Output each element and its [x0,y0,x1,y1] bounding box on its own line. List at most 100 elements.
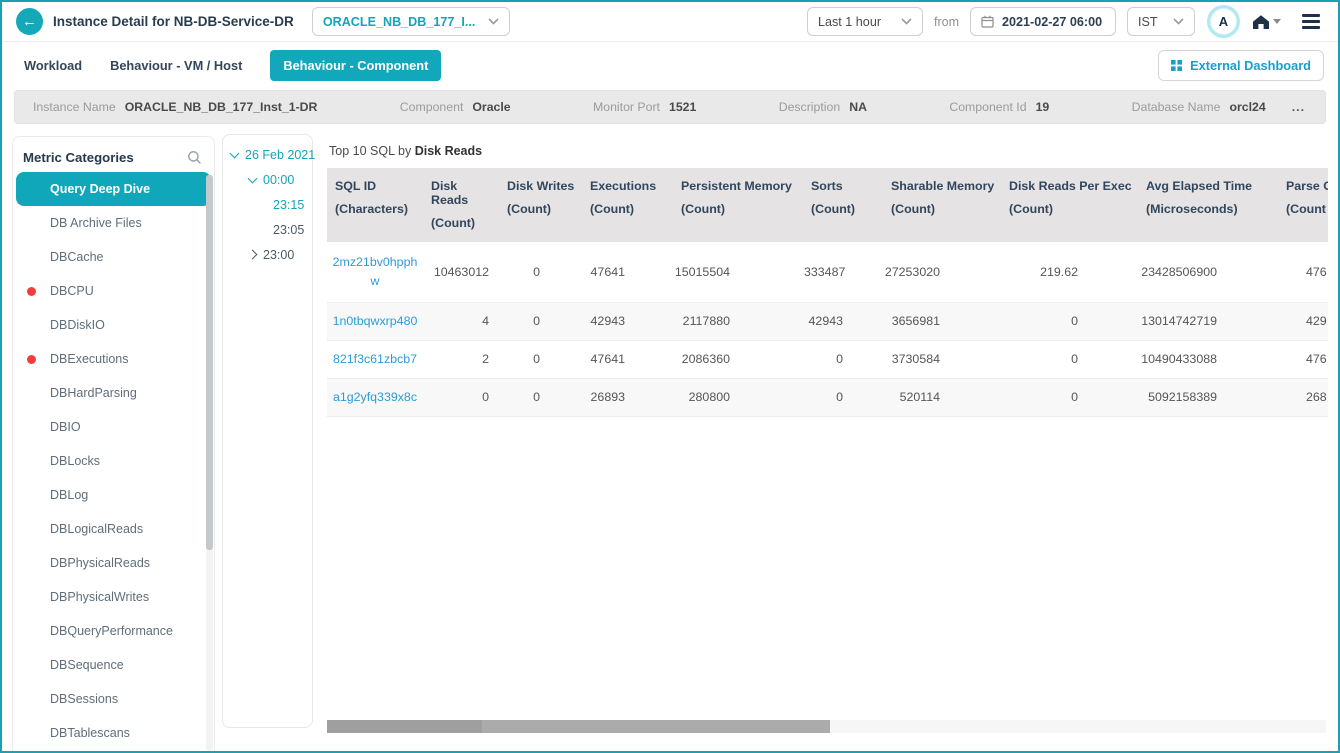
home-menu[interactable] [1252,14,1281,30]
column-unit: (Count) [891,202,936,216]
chevron-down-icon [1173,18,1184,25]
sidebar-item-dbcache[interactable]: DBCache [16,240,211,274]
info-more-button[interactable]: ... [1291,100,1305,114]
sidebar-item-label: DBPhysicalReads [50,556,151,570]
column-name: Sorts [811,179,843,193]
sql-id-link[interactable]: 2mz21bv0hpph [332,254,418,269]
table-cell: 0 [836,352,843,366]
external-dashboard-label: External Dashboard [1190,57,1311,73]
table-cell: 10463012 [433,264,489,279]
column-name: Disk Writes [507,179,575,193]
sql-id-link[interactable]: a1g2yfq339x8c [332,389,418,404]
info-field-label: Component [399,100,464,114]
sidebar-item-db-archive-files[interactable]: DB Archive Files [16,206,211,240]
metric-categories-title: Metric Categories [23,150,134,165]
column-header-disk-writes: Disk Writes (Count) [499,168,582,242]
chevron-down-icon [488,18,499,25]
sidebar-item-dbhardparsing[interactable]: DBHardParsing [16,376,211,410]
sidebar-item-label: DBLogicalReads [50,522,144,536]
table-cell: 23428506900 [1141,264,1217,279]
table-cell: 42943 [590,314,625,328]
sidebar-item-label: DBLog [50,488,89,502]
table-cell: 10490433088 [1141,352,1217,366]
metric-categories-panel: Metric Categories Query Deep Dive DB Arch… [12,136,215,751]
search-icon[interactable] [187,150,202,165]
sidebar-item-dblocks[interactable]: DBLocks [16,444,211,478]
column-name: Persistent Memory [681,179,792,193]
sidebar-item-label: DBPhysicalWrites [50,590,150,604]
time-node-23-15[interactable]: 23:15 [223,192,312,217]
back-button[interactable]: ← [16,8,43,35]
sql-id-link[interactable]: 821f3c61zbcb7 [332,351,418,366]
table-cell: 47641 [590,264,625,279]
info-field-value: 1521 [668,100,697,114]
info-field-component: Component Oracle [400,100,511,114]
hamburger-menu-icon[interactable] [1302,14,1320,29]
alert-dot-placeholder [27,219,36,228]
table-title: Top 10 SQL by Disk Reads [329,144,1328,158]
tab-workload[interactable]: Workload [24,57,83,73]
sidebar-item-dbdiskio[interactable]: DBDiskIO [16,308,211,342]
tab-behaviour-vm-host[interactable]: Behaviour - VM / Host [110,57,243,73]
instance-selector-dropdown[interactable]: ORACLE_NB_DB_177_I... [311,7,510,36]
sidebar-item-dbsequence[interactable]: DBSequence [16,648,211,682]
external-dashboard-button[interactable]: External Dashboard [1158,49,1324,81]
alert-dot-placeholder [27,525,36,534]
timezone-dropdown[interactable]: IST [1127,7,1195,36]
instance-info-bar: Instance Name ORACLE_NB_DB_177_Inst_1-DR C… [14,90,1326,124]
timezone-value: IST [1138,14,1158,29]
table-cell: 520114 [899,390,940,404]
datetime-picker[interactable]: 2021-02-27 06:00 [970,7,1116,36]
avatar[interactable]: A [1210,8,1237,35]
column-name: Parse C [1286,179,1328,193]
sql-id-cell: a1g2yfq339x8c [327,378,423,416]
column-header-disk-reads-per-exec: Disk Reads Per Exec (Count) [1001,168,1138,242]
horizontal-scrollbar-thumb[interactable] [327,720,830,733]
alert-dot-placeholder [27,253,36,262]
main-region: Metric Categories Query Deep Dive DB Arch… [2,128,1338,751]
sidebar-item-dbcpu[interactable]: DBCPU [16,274,211,308]
table-cell: 2 [482,352,489,366]
sidebar-item-dbsessions[interactable]: DBSessions [16,682,211,716]
sidebar-item-dbtablescans[interactable]: DBTablescans [16,716,211,750]
sql-id-link[interactable]: 1n0tbqwxrp480 [332,313,418,328]
avatar-initial: A [1218,14,1229,29]
sidebar-item-label: DBCache [50,250,104,264]
sidebar-item-query-deep-dive[interactable]: Query Deep Dive [16,172,211,206]
sidebar-item-dbexecutions[interactable]: DBExecutions [16,342,211,376]
tab-behaviour-component[interactable]: Behaviour - Component [270,49,442,81]
info-field-label: Instance Name [33,100,116,114]
time-node-23-00[interactable]: 23:00 [223,242,312,267]
sidebar-item-dbphysicalwrites[interactable]: DBPhysicalWrites [16,580,211,614]
sidebar-item-label: DBDiskIO [50,318,105,332]
sidebar-item-dblogicalreads[interactable]: DBLogicalReads [16,512,211,546]
column-name: Disk Reads Per Exec [1009,179,1132,193]
sidebar-item-dbio[interactable]: DBIO [16,410,211,444]
table-row: 821f3c61zbcb7 2 0 47641 2086360 0 3730584 0 1049… [327,340,1328,378]
sidebar-item-dbqueryperformance[interactable]: DBQueryPerformance [16,614,211,648]
time-node-label: 23:00 [263,247,295,262]
sidebar-item-label: DBHardParsing [50,386,137,400]
column-unit: (Count) [681,202,726,216]
sql-id-cell: 821f3c61zbcb7 [327,340,423,378]
alert-dot-icon [27,354,36,364]
table-cell: 476 [1306,352,1327,366]
time-node-26-feb-2021[interactable]: 26 Feb 2021 [223,142,315,167]
column-header-parse-c: Parse C (Count [1278,168,1328,242]
sidebar-item-label: DBIO [50,420,81,434]
table-cell: 268 [1306,390,1327,404]
time-node-00-00[interactable]: 00:00 [223,167,312,192]
sql-id-link[interactable]: w [370,273,380,288]
sidebar-scrollbar-thumb[interactable] [206,175,213,550]
horizontal-scrollbar-track[interactable] [327,720,1326,733]
info-field-label: Description [778,100,841,114]
page-title: Instance Detail for NB-DB-Service-DR [53,14,294,29]
column-unit: (Count) [507,202,552,216]
time-node-23-05[interactable]: 23:05 [223,217,312,242]
sidebar-item-dbphysicalreads[interactable]: DBPhysicalReads [16,546,211,580]
time-range-dropdown[interactable]: Last 1 hour [807,7,923,36]
sidebar-item-dblog[interactable]: DBLog [16,478,211,512]
sidebar-scrollbar-track[interactable] [206,175,213,751]
info-fields: Instance Name ORACLE_NB_DB_177_Inst_1-DR C… [33,100,1266,114]
column-name: Executions [590,179,657,193]
